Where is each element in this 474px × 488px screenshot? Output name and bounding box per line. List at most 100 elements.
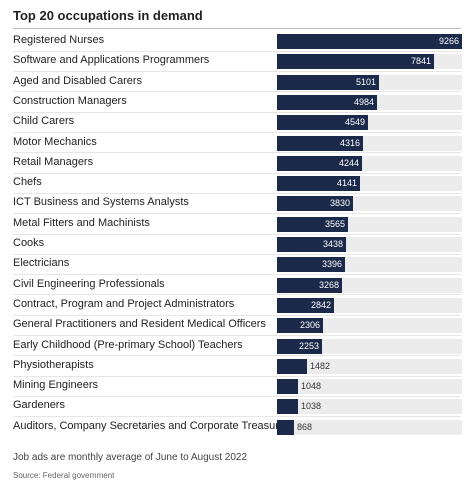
bar <box>277 297 334 313</box>
row-divider <box>13 192 461 194</box>
bar <box>277 115 368 131</box>
bar-track: 4316 <box>277 135 462 151</box>
bar-track: 868 <box>277 419 462 435</box>
bar <box>277 358 307 374</box>
bar <box>277 135 363 151</box>
row-divider <box>13 395 461 397</box>
value-label: 4244 <box>338 157 359 168</box>
bar <box>277 54 434 70</box>
value-label: 4549 <box>344 117 365 128</box>
bar-track: 2842 <box>277 297 462 313</box>
bar-row: Electricians 3396 <box>13 254 462 274</box>
bar <box>277 338 322 354</box>
category-label: Child Carers <box>13 115 75 128</box>
bar-row: Registered Nurses 9266 <box>13 31 462 51</box>
category-label: ICT Business and Systems Analysts <box>13 196 189 209</box>
value-label: 5101 <box>355 76 376 87</box>
row-divider <box>13 91 461 93</box>
value-label: 1048 <box>301 381 322 392</box>
bar-row: Physiotherapists 1482 <box>13 356 462 376</box>
bar-row: Software and Applications Programmers 784… <box>13 51 462 71</box>
bar-row: Mining Engineers 1048 <box>13 376 462 396</box>
bar-row: Metal Fitters and Machinists 3565 <box>13 214 462 234</box>
bar-track: 3565 <box>277 216 462 232</box>
bar-row: Cooks 3438 <box>13 234 462 254</box>
value-label: 4316 <box>339 137 360 148</box>
bar-track: 4141 <box>277 176 462 192</box>
row-divider <box>13 233 461 235</box>
category-label: Electricians <box>13 257 70 270</box>
value-label: 3565 <box>324 218 345 229</box>
row-divider <box>13 294 461 296</box>
bar-row: Retail Managers 4244 <box>13 153 462 173</box>
bar <box>277 34 462 49</box>
category-label: Auditors, Company Secretaries and Corpor… <box>13 419 295 432</box>
bar-row: Contract, Program and Project Administra… <box>13 295 462 315</box>
bar-track: 7841 <box>277 54 462 70</box>
bar-row: Construction Managers 4984 <box>13 92 462 112</box>
row-divider <box>13 335 461 336</box>
bar-row: General Practitioners and Resident Medic… <box>13 315 462 335</box>
row-divider <box>13 172 461 174</box>
row-divider <box>13 416 461 418</box>
category-label: Registered Nurses <box>13 34 105 46</box>
category-label: Motor Mechanics <box>13 135 97 148</box>
bar-row: Child Carers 4549 <box>13 112 462 132</box>
source-note: Source: Federal government <box>13 471 115 480</box>
bar-track: 4984 <box>277 94 462 110</box>
bar-row: Civil Engineering Professionals 3268 <box>13 275 462 295</box>
bar-track: 3268 <box>277 277 462 293</box>
bar <box>277 176 360 192</box>
row-divider <box>13 314 461 316</box>
bar <box>277 419 294 435</box>
category-label: Mining Engineers <box>13 379 98 392</box>
row-divider <box>13 111 461 113</box>
bar-row: Motor Mechanics 4316 <box>13 133 462 153</box>
value-label: 3396 <box>321 259 342 270</box>
category-label: Retail Managers <box>13 155 94 168</box>
bar-track: 5101 <box>277 74 462 90</box>
bar-row: Early Childhood (Pre-primary School) Tea… <box>13 336 462 356</box>
category-label: Physiotherapists <box>13 358 94 371</box>
category-label: Software and Applications Programmers <box>13 54 210 67</box>
bar <box>277 94 377 110</box>
row-divider <box>13 274 461 276</box>
value-label: 7841 <box>410 56 431 67</box>
bar <box>277 216 348 232</box>
category-label: Construction Managers <box>13 94 127 107</box>
bar <box>277 74 379 90</box>
chart-title: Top 20 occupations in demand <box>13 8 203 23</box>
category-label: Aged and Disabled Carers <box>13 74 143 87</box>
value-label: 4141 <box>336 178 357 189</box>
bar-row: Aged and Disabled Carers 5101 <box>13 72 462 92</box>
bar-track: 4549 <box>277 115 462 131</box>
bar <box>277 196 353 212</box>
bar-track: 2253 <box>277 338 462 354</box>
footnote: Job ads are monthly average of June to A… <box>13 452 248 463</box>
category-label: Chefs <box>13 176 42 189</box>
bar-row: Gardeners 1038 <box>13 396 462 416</box>
value-label: 9266 <box>438 36 459 46</box>
row-divider <box>13 132 461 133</box>
bar <box>277 399 298 415</box>
value-label: 868 <box>297 421 313 432</box>
value-label: 1482 <box>310 360 331 371</box>
category-label: Civil Engineering Professionals <box>13 277 165 290</box>
bar-track: 1048 <box>277 379 462 395</box>
value-label: 2253 <box>298 340 319 351</box>
bar-track: 9266 <box>277 34 462 49</box>
bar <box>277 379 298 395</box>
bar <box>277 277 342 293</box>
row-divider <box>13 213 461 215</box>
value-label: 3830 <box>329 198 350 209</box>
value-label: 3268 <box>318 279 339 290</box>
title-divider <box>13 28 461 29</box>
row-divider <box>13 152 461 154</box>
category-label: Metal Fitters and Machinists <box>13 216 150 229</box>
bar <box>277 257 345 273</box>
bar-track: 3830 <box>277 196 462 212</box>
row-divider <box>13 375 461 377</box>
bar-row: ICT Business and Systems Analysts 3830 <box>13 193 462 213</box>
value-label: 2842 <box>310 299 331 310</box>
